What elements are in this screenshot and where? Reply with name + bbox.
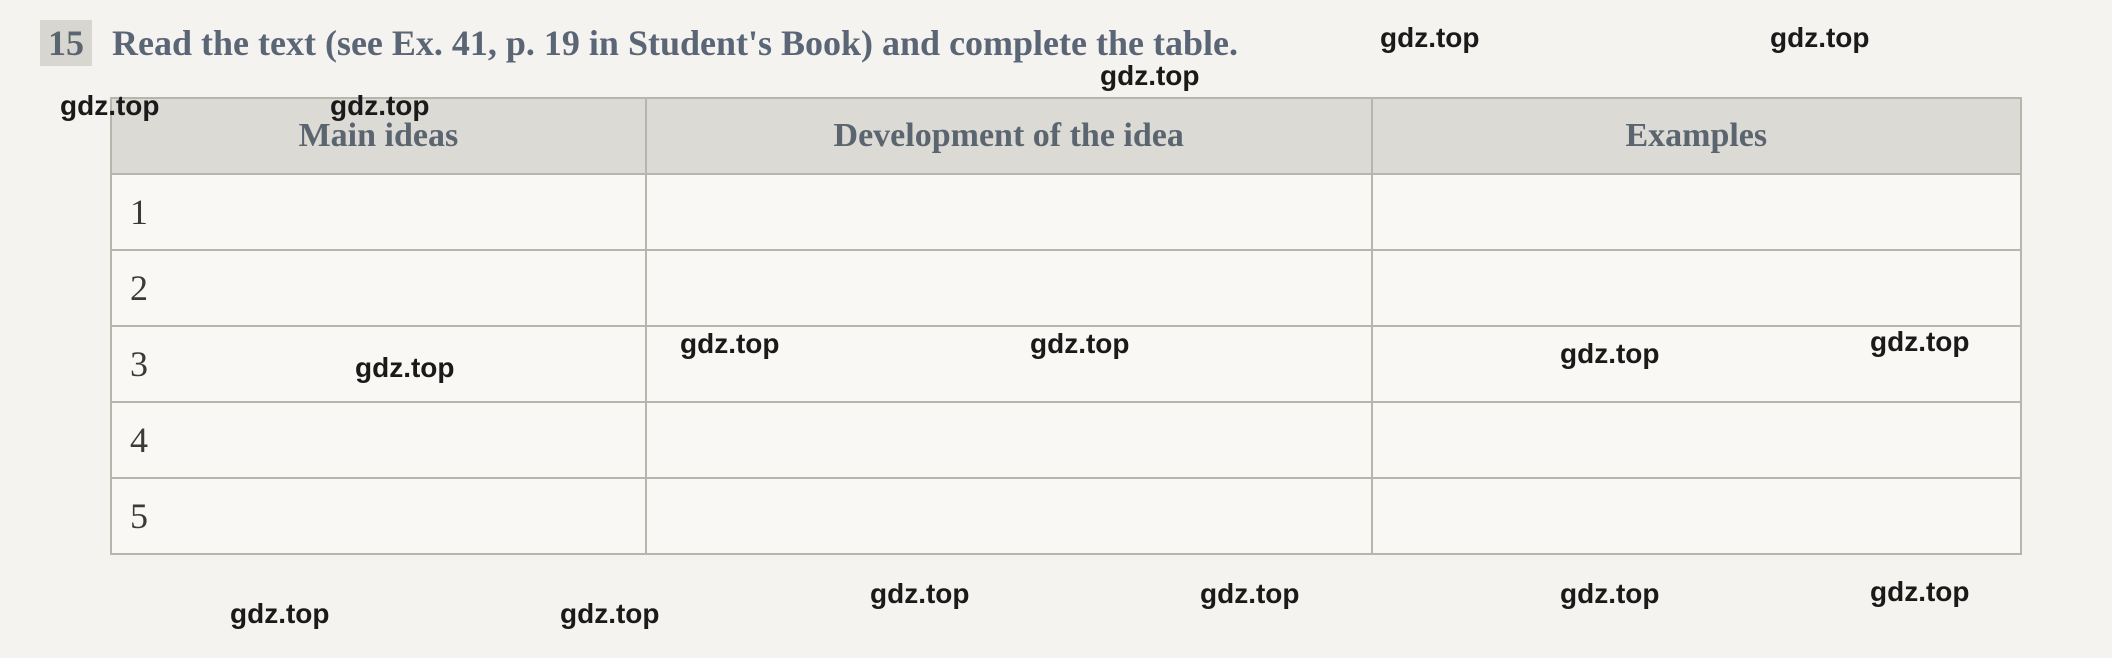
cell-main-ideas-5: 5 [111, 478, 646, 554]
watermark-text: gdz.top [560, 598, 660, 630]
watermark-text: gdz.top [230, 598, 330, 630]
table-header-row: Main ideas Development of the idea Examp… [111, 98, 2021, 174]
row-number: 3 [130, 344, 148, 384]
table-row: 2 [111, 250, 2021, 326]
row-number: 2 [130, 268, 148, 308]
watermark-text: gdz.top [1560, 578, 1660, 610]
cell-examples-4 [1372, 402, 2021, 478]
exercise-header: 15 Read the text (see Ex. 41, p. 19 in S… [40, 20, 2072, 67]
cell-main-ideas-1: 1 [111, 174, 646, 250]
row-number: 5 [130, 496, 148, 536]
watermark-text: gdz.top [1870, 576, 1970, 608]
row-number: 1 [130, 192, 148, 232]
cell-examples-2 [1372, 250, 2021, 326]
exercise-instruction: Read the text (see Ex. 41, p. 19 in Stud… [112, 20, 1238, 67]
cell-examples-3 [1372, 326, 2021, 402]
table-container: Main ideas Development of the idea Examp… [110, 97, 2022, 555]
table-row: 1 [111, 174, 2021, 250]
header-main-ideas: Main ideas [111, 98, 646, 174]
row-number: 4 [130, 420, 148, 460]
cell-examples-1 [1372, 174, 2021, 250]
watermark-text: gdz.top [1200, 578, 1300, 610]
cell-main-ideas-3: 3 [111, 326, 646, 402]
table-row: 5 [111, 478, 2021, 554]
table-row: 4 [111, 402, 2021, 478]
cell-development-4 [646, 402, 1372, 478]
cell-main-ideas-2: 2 [111, 250, 646, 326]
cell-development-3 [646, 326, 1372, 402]
exercise-number: 15 [40, 20, 92, 66]
header-development: Development of the idea [646, 98, 1372, 174]
cell-examples-5 [1372, 478, 2021, 554]
watermark-text: gdz.top [870, 578, 970, 610]
cell-development-2 [646, 250, 1372, 326]
cell-development-5 [646, 478, 1372, 554]
table-row: 3 [111, 326, 2021, 402]
header-examples: Examples [1372, 98, 2021, 174]
cell-development-1 [646, 174, 1372, 250]
worksheet-table: Main ideas Development of the idea Examp… [110, 97, 2022, 555]
cell-main-ideas-4: 4 [111, 402, 646, 478]
